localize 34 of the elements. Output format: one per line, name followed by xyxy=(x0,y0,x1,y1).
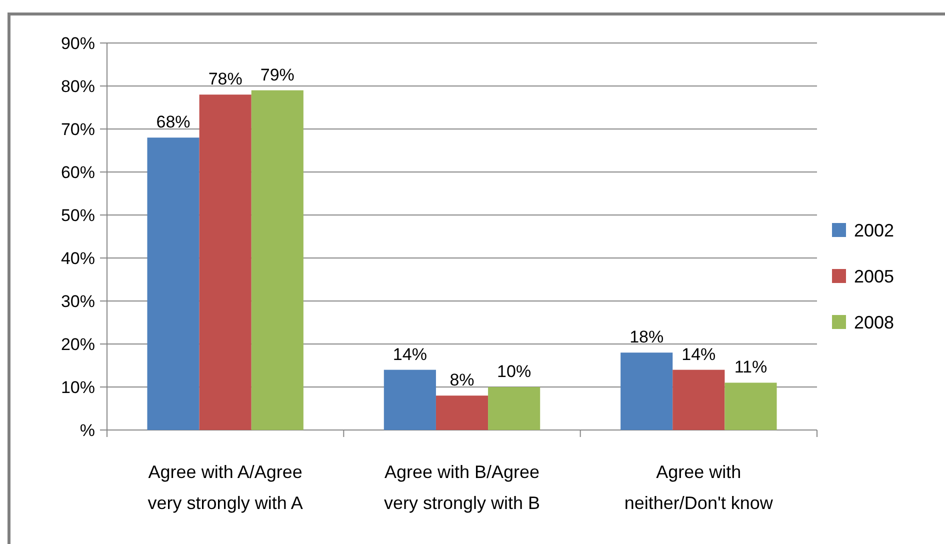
bar xyxy=(147,138,200,430)
bar xyxy=(620,352,673,430)
data-label: 14% xyxy=(682,344,716,364)
y-tick-label: 40% xyxy=(60,248,95,268)
y-tick-label: 10% xyxy=(60,378,95,397)
data-label: 78% xyxy=(208,70,242,89)
y-tick-label: 20% xyxy=(60,334,95,354)
y-tick-label: % xyxy=(80,420,95,440)
x-tick-label: Agree with B/Agree very strongly with B xyxy=(384,462,540,513)
bar xyxy=(724,382,777,430)
y-tick-label: 90% xyxy=(60,34,95,53)
data-label: 11% xyxy=(734,358,768,377)
y-tick-label: 80% xyxy=(60,76,95,96)
bar xyxy=(436,396,488,430)
data-label: 10% xyxy=(497,362,532,381)
legend-label: 2008 xyxy=(854,312,894,332)
data-label: 8% xyxy=(450,370,474,390)
data-label: 79% xyxy=(260,65,294,84)
bar xyxy=(488,387,540,430)
data-label: 14% xyxy=(392,344,427,364)
bar xyxy=(672,370,725,430)
y-tick-label: 30% xyxy=(60,292,95,311)
legend-label: 2005 xyxy=(854,266,894,286)
legend-label: 2002 xyxy=(854,220,894,240)
y-tick-label: 60% xyxy=(60,162,95,182)
y-tick-label: 50% xyxy=(60,206,95,225)
x-tick-label: Agree with A/Agree very strongly with A xyxy=(148,462,303,513)
data-label: 68% xyxy=(156,112,190,132)
bar xyxy=(251,90,304,430)
bar xyxy=(384,370,436,430)
x-tick-label: Agree with neither/Don't know xyxy=(624,462,774,513)
bar xyxy=(199,94,252,430)
data-label: 18% xyxy=(630,328,664,347)
y-tick-label: 70% xyxy=(60,120,95,139)
